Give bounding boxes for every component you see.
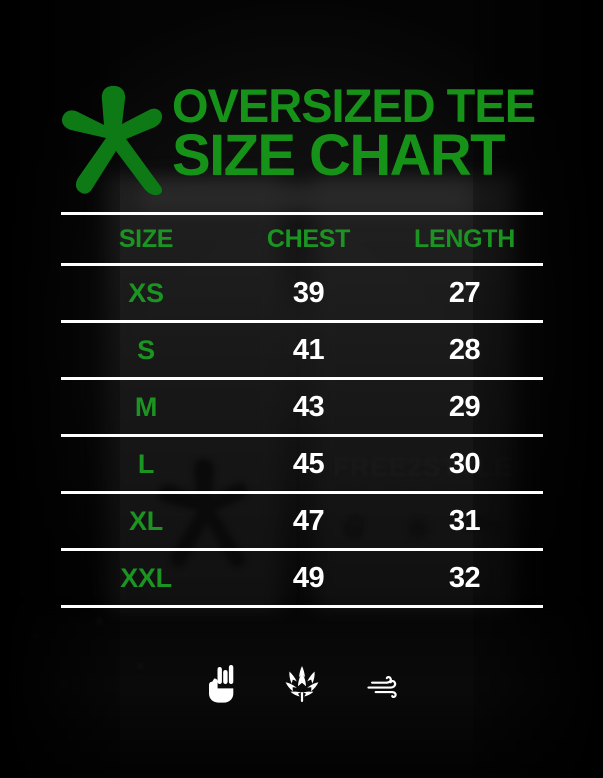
cell-length: 29	[448, 390, 481, 423]
cell-chest: 41	[292, 333, 325, 366]
cannabis-leaf-icon	[285, 666, 318, 702]
cell-length: 32	[448, 561, 481, 594]
cell-length: 31	[448, 504, 481, 537]
column-header-size: SIZE	[118, 224, 174, 253]
cell-chest: 45	[292, 447, 325, 480]
cell-chest: 49	[292, 561, 325, 594]
cell-size: M	[134, 391, 158, 422]
table-row: L 45 30	[61, 437, 543, 491]
table-row: XXL 49 32	[61, 551, 543, 605]
cell-size: XL	[129, 505, 163, 536]
cell-length: 30	[448, 447, 481, 480]
cell-size: XS	[128, 277, 164, 308]
title-line-1: OVERSIZED TEE	[172, 79, 536, 132]
table-row: XS 39 27	[61, 266, 543, 320]
cell-chest: 47	[292, 504, 325, 537]
title-block: OVERSIZED TEE SIZE CHART	[172, 79, 562, 189]
table-row: S 41 28	[61, 323, 543, 377]
cell-size: S	[137, 334, 155, 365]
table-row: M 43 29	[61, 380, 543, 434]
table-rule-bottom	[61, 605, 543, 608]
footer-icon-row	[0, 664, 603, 704]
cell-length: 28	[448, 333, 481, 366]
cell-size: L	[137, 448, 155, 479]
column-header-length: LENGTH	[414, 224, 515, 253]
size-chart-table: SIZE CHEST LENGTH XS 39 27 S 41 28 M 43 …	[61, 212, 543, 608]
asterisk-star-logo-icon	[61, 85, 163, 196]
title-line-2: SIZE CHART	[172, 123, 506, 189]
table-row: XL 47 31	[61, 494, 543, 548]
table-header-row: SIZE CHEST LENGTH	[61, 215, 543, 263]
column-header-chest: CHEST	[266, 224, 351, 253]
cell-chest: 43	[292, 390, 325, 423]
cell-chest: 39	[292, 276, 325, 309]
rock-on-hand-icon	[208, 665, 233, 703]
cell-length: 27	[448, 276, 481, 309]
smoke-joint-icon	[366, 676, 397, 699]
cell-size: XXL	[120, 562, 172, 593]
